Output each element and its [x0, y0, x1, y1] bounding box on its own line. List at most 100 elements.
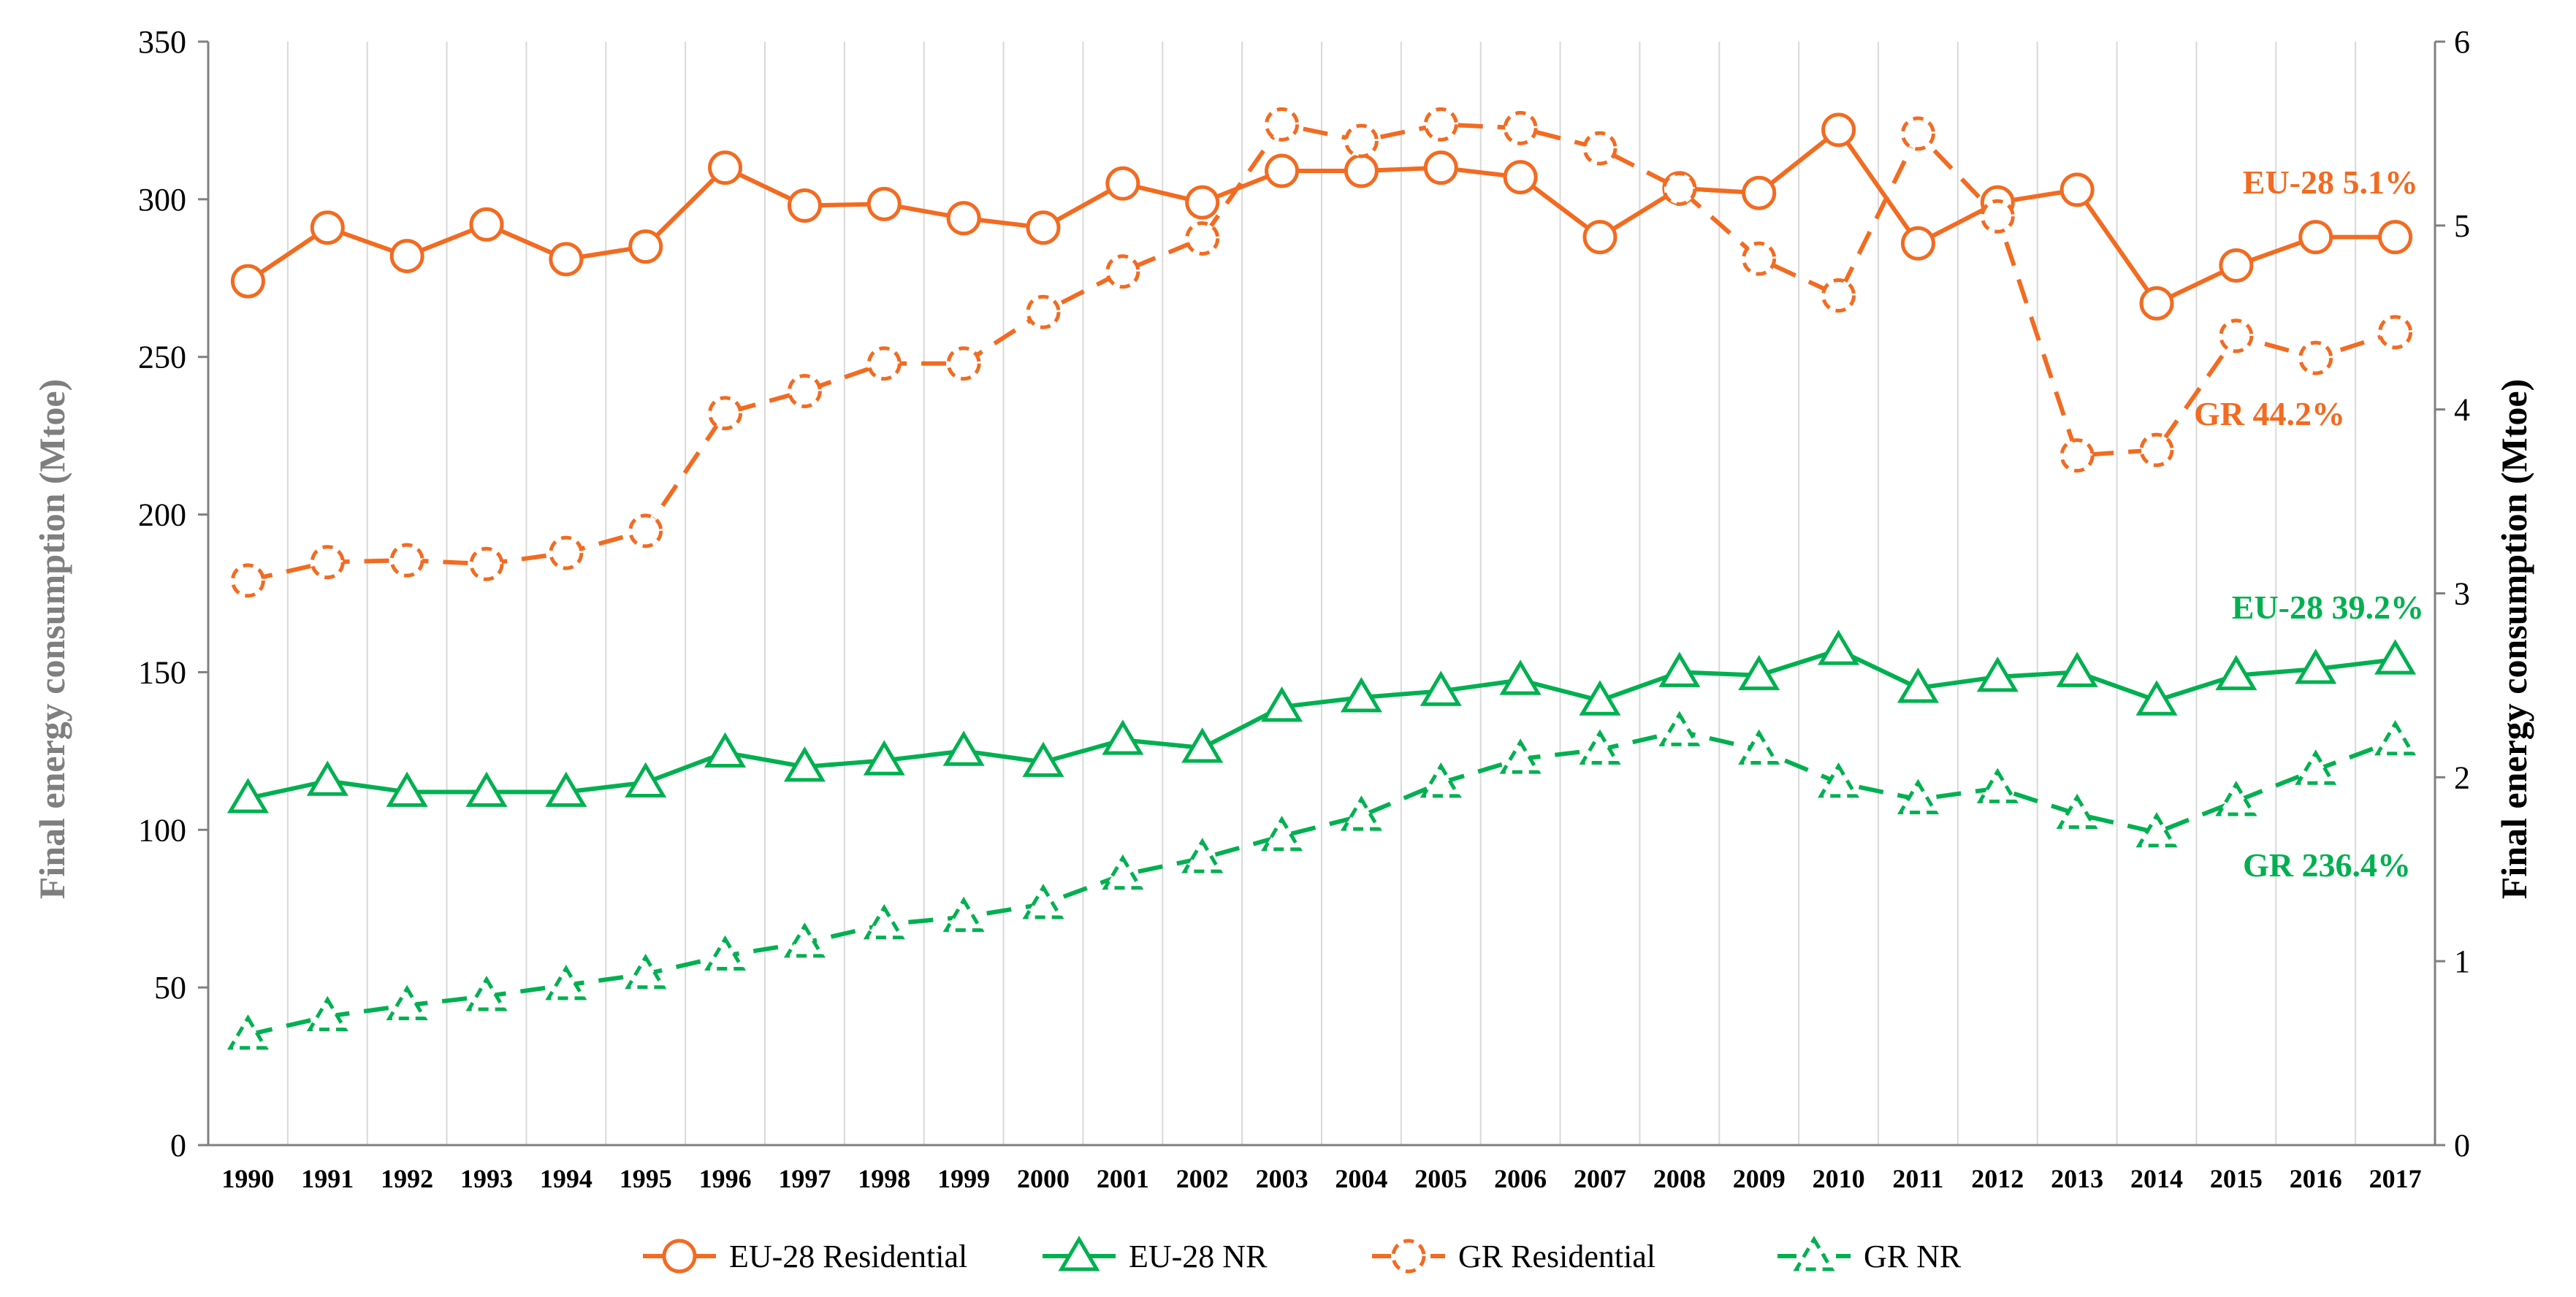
data-point-gr-residential	[1742, 241, 1777, 276]
x-tick-label: 1997	[778, 1164, 831, 1193]
data-point-gr-residential	[1900, 116, 1935, 151]
legend-marker	[1793, 1236, 1835, 1271]
data-point-gr-residential	[2219, 318, 2254, 353]
data-point-eu-28-residential	[1900, 226, 1935, 261]
data-point-eu-28-nr	[2135, 680, 2178, 716]
data-point-gr-residential	[230, 563, 265, 598]
x-tick-label: 2008	[1653, 1164, 1706, 1193]
data-point-gr-nr	[545, 964, 587, 1001]
data-point-eu-28-nr	[1976, 656, 2019, 692]
vertical-gridlines	[207, 42, 2436, 1145]
data-point-eu-28-nr	[226, 778, 269, 814]
x-tick-label: 2004	[1335, 1164, 1387, 1193]
data-point-gr-nr	[1261, 815, 1303, 852]
x-tick-label: 2005	[1414, 1164, 1467, 1193]
data-point-gr-nr	[625, 953, 667, 990]
data-point-gr-residential	[1582, 131, 1617, 166]
data-point-gr-nr	[1340, 795, 1382, 831]
data-point-eu-28-residential	[1742, 175, 1777, 210]
y-tick-label-right: 2	[2454, 760, 2470, 795]
data-point-gr-nr	[1976, 768, 2019, 803]
data-point-eu-28-nr	[1022, 741, 1064, 777]
series-line-gr-nr	[247, 729, 2396, 1037]
x-tick-label: 2002	[1176, 1164, 1229, 1193]
x-tick-label: 2007	[1574, 1164, 1626, 1193]
data-point-eu-28-nr	[1579, 680, 1621, 716]
x-tick-label: 2013	[2051, 1164, 2103, 1193]
data-point-gr-residential	[1185, 221, 1220, 256]
data-point-eu-28-nr	[1102, 719, 1144, 755]
x-tick-label: 1993	[460, 1164, 513, 1193]
legend-label: GR Residential	[1458, 1239, 1655, 1274]
series-gr-nr	[226, 711, 2417, 1050]
data-point-eu-28-residential	[628, 229, 663, 264]
legend-item-gr-nr: GR NR	[1777, 1236, 1962, 1274]
x-tick-label: 1995	[620, 1164, 672, 1193]
data-point-eu-28-nr	[625, 762, 667, 797]
x-tick-label: 1996	[699, 1164, 752, 1193]
y-tick-label-left: 100	[138, 812, 186, 848]
data-point-eu-28-nr	[1420, 670, 1462, 706]
legend-item-gr-residential: GR Residential	[1372, 1239, 1655, 1274]
y-tick-label-right: 5	[2454, 208, 2470, 244]
data-point-gr-nr	[2135, 811, 2178, 848]
x-tick-label: 2012	[1971, 1164, 2024, 1193]
data-point-eu-28-nr	[1261, 686, 1303, 722]
legend-label: EU-28 Residential	[729, 1239, 967, 1274]
data-point-eu-28-residential	[1105, 166, 1140, 201]
data-point-eu-28-nr	[1738, 654, 1780, 691]
data-point-eu-28-residential	[1185, 185, 1220, 220]
y-tick-label-left: 300	[138, 182, 186, 218]
data-point-eu-28-nr	[386, 771, 428, 807]
data-point-eu-28-residential	[2298, 220, 2333, 255]
data-point-gr-residential	[389, 543, 424, 578]
data-point-eu-28-nr	[1897, 667, 1939, 703]
data-point-eu-28-nr	[2374, 639, 2417, 675]
data-point-eu-28-nr	[465, 771, 508, 807]
annotation-eu28-nr: EU-28 39.2%	[2232, 589, 2424, 626]
x-tick-label: 2006	[1494, 1164, 1547, 1193]
data-point-gr-residential	[549, 535, 584, 570]
data-point-eu-28-residential	[1821, 112, 1856, 148]
legend: EU-28 Residential EU-28 NR GR Residential G…	[643, 1236, 1962, 1274]
data-point-gr-residential	[708, 396, 743, 431]
data-point-eu-28-residential	[2219, 248, 2254, 283]
data-point-gr-residential	[946, 346, 981, 381]
data-point-gr-nr	[1658, 711, 1701, 746]
data-point-gr-residential	[1980, 199, 2015, 234]
data-point-eu-28-nr	[2295, 648, 2337, 684]
data-point-eu-28-residential	[1265, 153, 1300, 188]
data-point-gr-residential	[2378, 315, 2413, 350]
data-point-gr-residential	[1423, 107, 1458, 142]
data-point-gr-nr	[1420, 762, 1462, 798]
data-point-eu-28-residential	[230, 264, 265, 299]
x-tick-label: 2011	[1892, 1164, 1943, 1193]
data-point-eu-28-nr	[306, 760, 348, 796]
legend-item-eu-28-residential: EU-28 Residential	[643, 1239, 967, 1274]
data-point-gr-nr	[942, 896, 985, 933]
data-point-eu-28-nr	[2215, 654, 2257, 691]
series-line-eu-28-residential	[246, 127, 2396, 306]
data-point-gr-nr	[2215, 781, 2257, 816]
data-point-eu-28-residential	[708, 150, 743, 185]
data-point-gr-residential	[787, 373, 822, 408]
x-tick-label: 2016	[2290, 1164, 2342, 1193]
data-point-gr-residential	[2298, 340, 2333, 375]
x-tick-label: 1999	[937, 1164, 990, 1193]
data-point-gr-residential	[1503, 110, 1538, 145]
data-point-gr-nr	[1022, 884, 1064, 919]
data-point-eu-28-residential	[866, 186, 902, 221]
legend-label: GR NR	[1864, 1239, 1962, 1274]
data-point-eu-28-residential	[1582, 220, 1617, 255]
data-point-eu-28-nr	[942, 730, 985, 766]
data-point-eu-28-residential	[946, 201, 981, 236]
data-point-eu-28-residential	[2059, 172, 2095, 207]
data-point-eu-28-residential	[787, 188, 822, 223]
data-point-gr-nr	[1897, 778, 1939, 814]
y-tick-label-left: 250	[138, 340, 186, 375]
data-point-eu-28-nr	[2056, 651, 2098, 687]
data-point-gr-residential	[1105, 254, 1140, 289]
data-point-gr-nr	[1579, 729, 1621, 765]
data-point-gr-nr	[465, 976, 508, 1011]
